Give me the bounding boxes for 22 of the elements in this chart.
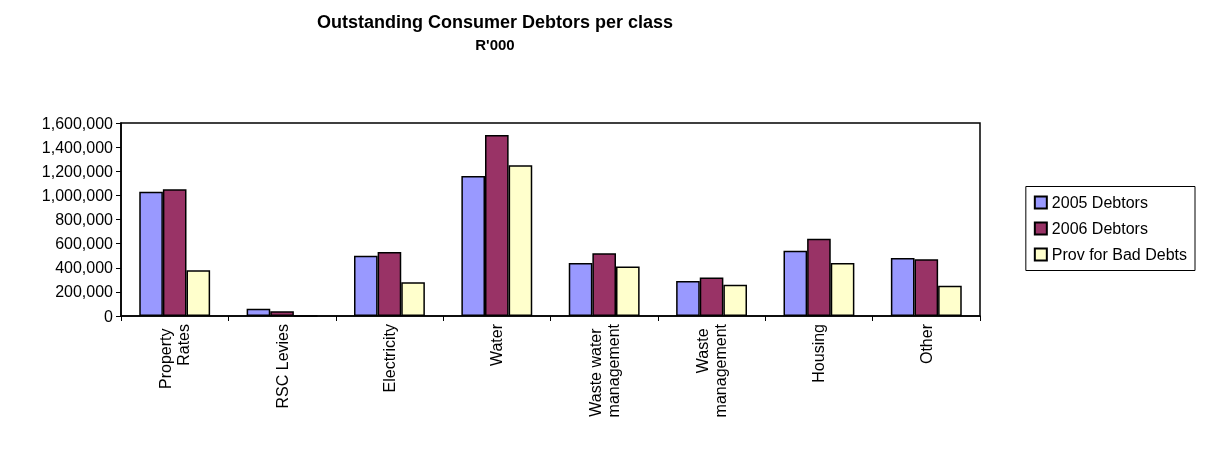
x-tick-label: Water (488, 323, 506, 367)
y-tick-label: 1,200,000 (41, 162, 114, 180)
y-tick-label: 0 (104, 307, 114, 325)
x-tick-label: Electricity (380, 324, 398, 393)
x-tick-label: Other (917, 323, 935, 365)
chart-subtitle: R'000 (475, 36, 515, 53)
x-tick-label: Housing (810, 324, 828, 383)
y-tick-label: 1,400,000 (41, 138, 114, 156)
legend-label: 2006 Debtors (1051, 220, 1148, 237)
y-tick-label: 1,000,000 (41, 186, 114, 204)
y-tick-label: 400,000 (55, 259, 114, 277)
legend-label: 2005 Debtors (1051, 194, 1148, 211)
chart-title: Outstanding Consumer Debtors per class (316, 12, 674, 32)
y-tick-label: 600,000 (55, 235, 114, 253)
y-tick-label: 200,000 (55, 283, 114, 301)
x-tick-label: Waste water management (586, 323, 622, 418)
y-tick-label: 800,000 (55, 211, 114, 228)
x-tick-label: Property Rates (157, 324, 193, 389)
x-tick-label: Waste management (694, 323, 730, 418)
legend-label: Prov for Bad Debts (1051, 246, 1187, 263)
y-tick-label: 1,600,000 (41, 114, 114, 132)
x-tick-label: RSC Levies (273, 324, 291, 409)
